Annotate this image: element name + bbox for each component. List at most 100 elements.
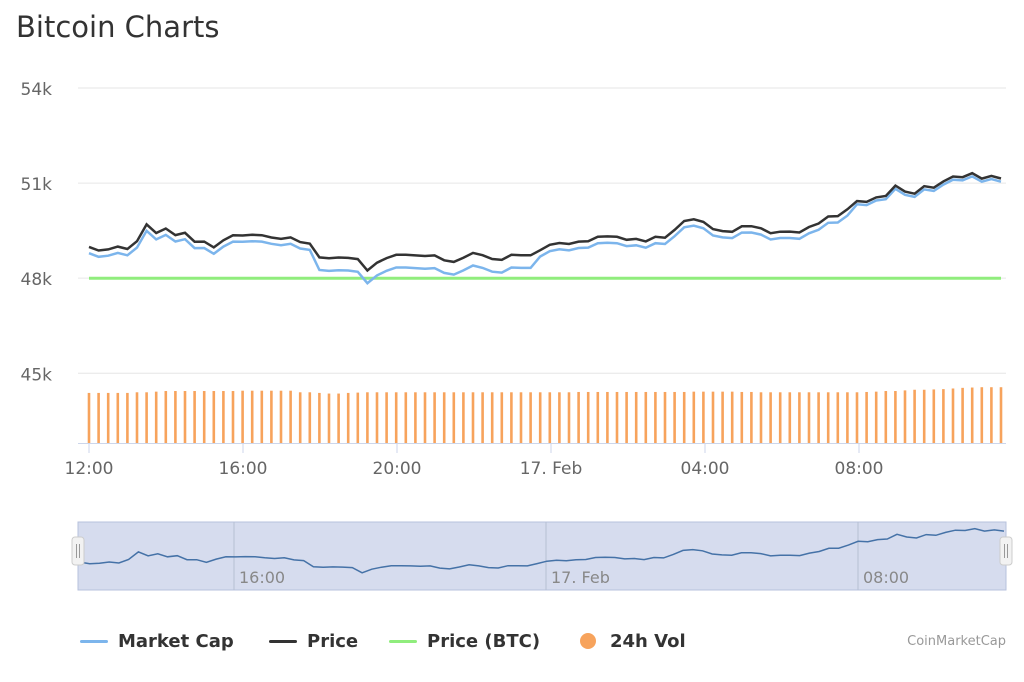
volume-bar[interactable] [231,391,235,443]
volume-bar[interactable] [970,387,974,443]
navigator-selection[interactable] [77,521,1007,591]
volume-bar[interactable] [394,392,398,443]
volume-bar[interactable] [999,387,1003,443]
volume-bar[interactable] [366,392,369,443]
volume-bar[interactable] [442,392,446,443]
volume-bar[interactable] [884,391,888,443]
volume-bar[interactable] [481,392,484,443]
volume-bar[interactable] [577,391,580,443]
volume-bar[interactable] [183,391,187,443]
volume-bar[interactable] [692,391,696,443]
volume-bar[interactable] [644,391,648,443]
volume-bar[interactable] [87,392,91,443]
navigator-right-handle[interactable] [999,536,1013,566]
volume-bar[interactable] [596,391,600,443]
volume-bar[interactable] [673,391,676,443]
volume-bar[interactable] [318,392,321,443]
legend-24h-vol[interactable]: 24h Vol [580,628,686,654]
volume-bar[interactable] [807,392,811,443]
volume-bar[interactable] [97,392,100,443]
volume-bar[interactable] [279,390,283,443]
volume-bar[interactable] [500,392,504,443]
volume-bar[interactable] [414,392,417,443]
volume-bar[interactable] [922,389,926,443]
volume-bar[interactable] [270,390,273,443]
volume-bar[interactable] [490,392,494,443]
volume-bar[interactable] [817,392,820,443]
volume-bar[interactable] [894,391,897,443]
volume-bar[interactable] [836,392,840,443]
credits-link[interactable]: CoinMarketCap [907,634,1006,649]
volume-bar[interactable] [846,392,849,443]
handle-body[interactable] [999,536,1013,566]
volume-bar[interactable] [654,391,657,443]
volume-bar[interactable] [951,388,955,443]
volume-bar[interactable] [567,392,571,443]
volume-bar[interactable] [874,391,878,443]
volume-bar[interactable] [404,392,408,443]
volume-bar[interactable] [711,391,715,443]
volume-bar[interactable] [241,390,244,443]
volume-bar[interactable] [193,391,196,443]
volume-bar[interactable] [903,390,907,443]
volume-bars[interactable] [87,387,1003,443]
volume-bar[interactable] [106,392,110,443]
volume-bar[interactable] [606,391,609,443]
volume-bar[interactable] [769,392,772,443]
volume-bar[interactable] [356,392,360,443]
navigator[interactable]: 16:00 17. Feb 08:00 [71,521,1013,591]
volume-bar[interactable] [990,387,993,443]
volume-bar[interactable] [778,392,782,443]
legend-price-btc[interactable]: Price (BTC) [389,628,540,654]
volume-bar[interactable] [202,391,206,443]
volume-bar[interactable] [932,389,936,443]
volume-bar[interactable] [423,392,427,443]
volume-bar[interactable] [702,391,705,443]
volume-bar[interactable] [634,391,638,443]
volume-bar[interactable] [538,392,542,443]
price-lines[interactable] [88,171,1002,285]
volume-bar[interactable] [558,392,561,443]
volume-bar[interactable] [740,391,744,443]
volume-bar[interactable] [798,392,801,443]
volume-bar[interactable] [826,392,830,443]
volume-bar[interactable] [942,389,945,443]
volume-bar[interactable] [865,391,868,443]
volume-bar[interactable] [510,392,513,443]
volume-bar[interactable] [548,392,552,443]
volume-bar[interactable] [913,389,916,443]
volume-bar[interactable] [452,392,456,443]
volume-bar[interactable] [337,393,340,443]
volume-bar[interactable] [346,392,350,443]
volume-bar[interactable] [260,390,264,443]
volume-bar[interactable] [174,391,177,443]
volume-bar[interactable] [519,392,523,443]
volume-bar[interactable] [385,392,388,443]
volume-bar[interactable] [327,393,331,443]
volume-bar[interactable] [154,391,158,443]
volume-bar[interactable] [721,391,724,443]
legend-price[interactable]: Price [269,628,358,654]
volume-bar[interactable] [289,390,292,443]
volume-bar[interactable] [135,392,139,443]
legend-market-cap[interactable]: Market Cap [80,628,234,654]
volume-bar[interactable] [298,392,302,443]
volume-bar[interactable] [730,391,734,443]
volume-bar[interactable] [759,392,763,443]
handle-body[interactable] [71,536,85,566]
market-cap-line[interactable] [88,175,1002,285]
volume-bar[interactable] [471,392,475,443]
volume-bar[interactable] [375,392,379,443]
navigator-left-handle[interactable] [71,536,85,566]
volume-bar[interactable] [980,387,984,443]
volume-bar[interactable] [308,392,312,443]
volume-bar[interactable] [116,392,120,443]
volume-bar[interactable] [529,392,532,443]
volume-bar[interactable] [663,391,667,443]
volume-bar[interactable] [788,392,792,443]
volume-bar[interactable] [212,391,216,443]
volume-bar[interactable] [250,390,254,443]
volume-bar[interactable] [961,387,964,443]
volume-bar[interactable] [433,392,436,443]
volume-bar[interactable] [682,391,686,443]
